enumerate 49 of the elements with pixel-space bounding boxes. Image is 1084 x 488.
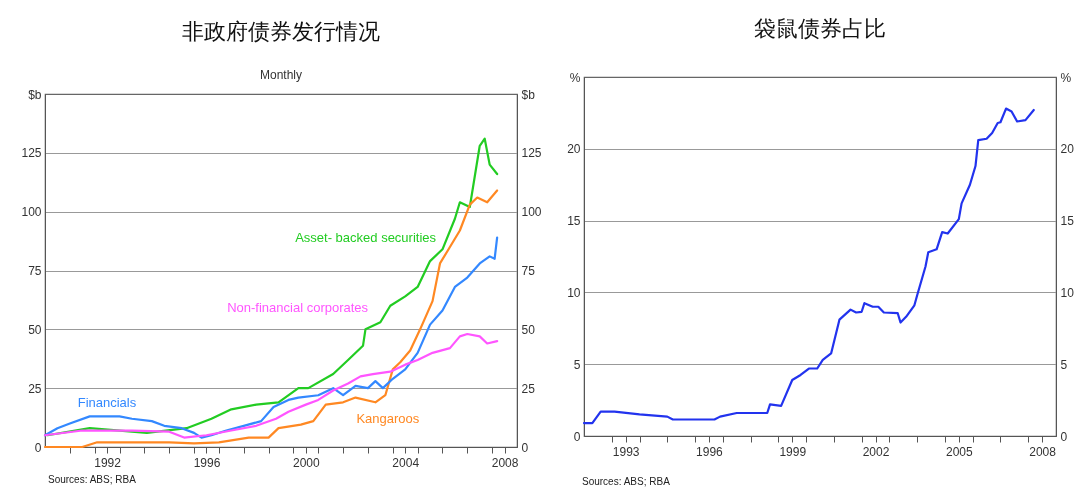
chart-title: 袋鼠债券占比 — [754, 16, 886, 41]
y-tick-label: 0 — [573, 429, 581, 444]
text: Non-financial corporates — [227, 300, 369, 316]
y2-tick-label: 20 — [1060, 142, 1075, 157]
y-tick-label: 20 — [567, 142, 581, 157]
x-tick-label: 1996 — [696, 444, 724, 459]
y-axis-title: % — [569, 70, 581, 85]
y-tick-label: 125 — [21, 146, 42, 161]
y-tick-label: 5 — [573, 357, 581, 372]
y-axis-title: $b — [28, 87, 42, 102]
y2-tick-label: 15 — [1060, 214, 1075, 229]
y2-tick-label: 100 — [521, 205, 542, 220]
y-tick-label: 10 — [567, 285, 581, 300]
chart-title: 非政府债券发行情况 — [182, 19, 380, 44]
y-tick-label: 0 — [34, 440, 42, 455]
y-tick-label: 100 — [21, 205, 42, 220]
y2-tick-label: 50 — [521, 322, 536, 337]
line-series — [43, 189, 499, 449]
x-tick-label: 2008 — [491, 455, 519, 470]
x-tick-label: 1993 — [612, 444, 640, 459]
series-label: Financials — [77, 395, 137, 411]
series-label: Kangaroos — [356, 411, 420, 427]
y-tick-label: 50 — [28, 322, 42, 337]
y2-axis-title: $b — [521, 87, 536, 102]
x-tick-label: 2000 — [292, 455, 321, 470]
line-series — [43, 332, 499, 439]
x-tick-label: 1992 — [94, 455, 122, 470]
x-tick-label: 1996 — [193, 455, 221, 470]
x-tick-label: 2005 — [945, 444, 973, 459]
y2-tick-label: 25 — [521, 381, 536, 396]
y2-tick-label: 75 — [521, 264, 536, 278]
y2-tick-label: 5 — [1060, 357, 1068, 372]
y2-tick-label: 10 — [1060, 285, 1075, 300]
y2-tick-label: 125 — [521, 146, 542, 161]
x-tick-label: 2002 — [862, 444, 890, 459]
x-tick-label: 1999 — [779, 444, 807, 459]
y-tick-label: 25 — [28, 381, 42, 396]
source-note: Sources: ABS; RBA — [48, 474, 136, 485]
y-tick-label: 75 — [28, 264, 42, 278]
y2-tick-label: 0 — [521, 440, 529, 455]
line-series — [582, 107, 1035, 425]
series-label: Asset- backed securities — [295, 230, 437, 246]
x-tick-label: 2008 — [1029, 444, 1057, 459]
y2-tick-label: 0 — [1060, 429, 1068, 444]
chart-subtitle: Monthly — [259, 68, 303, 82]
y-tick-label: 15 — [567, 214, 581, 229]
y2-axis-title: % — [1060, 70, 1072, 85]
x-tick-label: 2004 — [392, 455, 420, 470]
source-note: Sources: ABS; RBA — [582, 476, 670, 487]
